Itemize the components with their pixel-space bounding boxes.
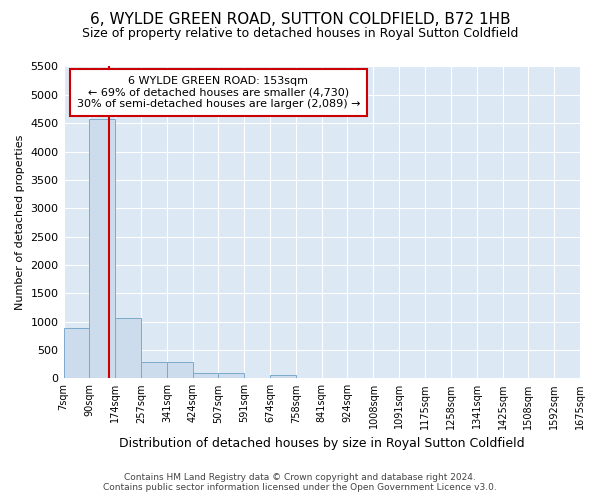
Bar bbox=[270, 375, 296, 378]
Text: 6, WYLDE GREEN ROAD, SUTTON COLDFIELD, B72 1HB: 6, WYLDE GREEN ROAD, SUTTON COLDFIELD, B… bbox=[89, 12, 511, 28]
Bar bbox=[218, 374, 244, 378]
Bar bbox=[193, 374, 218, 378]
Bar bbox=[115, 318, 141, 378]
Bar bbox=[141, 362, 167, 378]
Text: Size of property relative to detached houses in Royal Sutton Coldfield: Size of property relative to detached ho… bbox=[82, 28, 518, 40]
Bar bbox=[167, 362, 193, 378]
Text: Contains HM Land Registry data © Crown copyright and database right 2024.
Contai: Contains HM Land Registry data © Crown c… bbox=[103, 473, 497, 492]
Y-axis label: Number of detached properties: Number of detached properties bbox=[15, 134, 25, 310]
Bar bbox=[64, 328, 89, 378]
X-axis label: Distribution of detached houses by size in Royal Sutton Coldfield: Distribution of detached houses by size … bbox=[119, 437, 524, 450]
Bar bbox=[89, 119, 115, 378]
Text: 6 WYLDE GREEN ROAD: 153sqm
← 69% of detached houses are smaller (4,730)
30% of s: 6 WYLDE GREEN ROAD: 153sqm ← 69% of deta… bbox=[77, 76, 360, 109]
